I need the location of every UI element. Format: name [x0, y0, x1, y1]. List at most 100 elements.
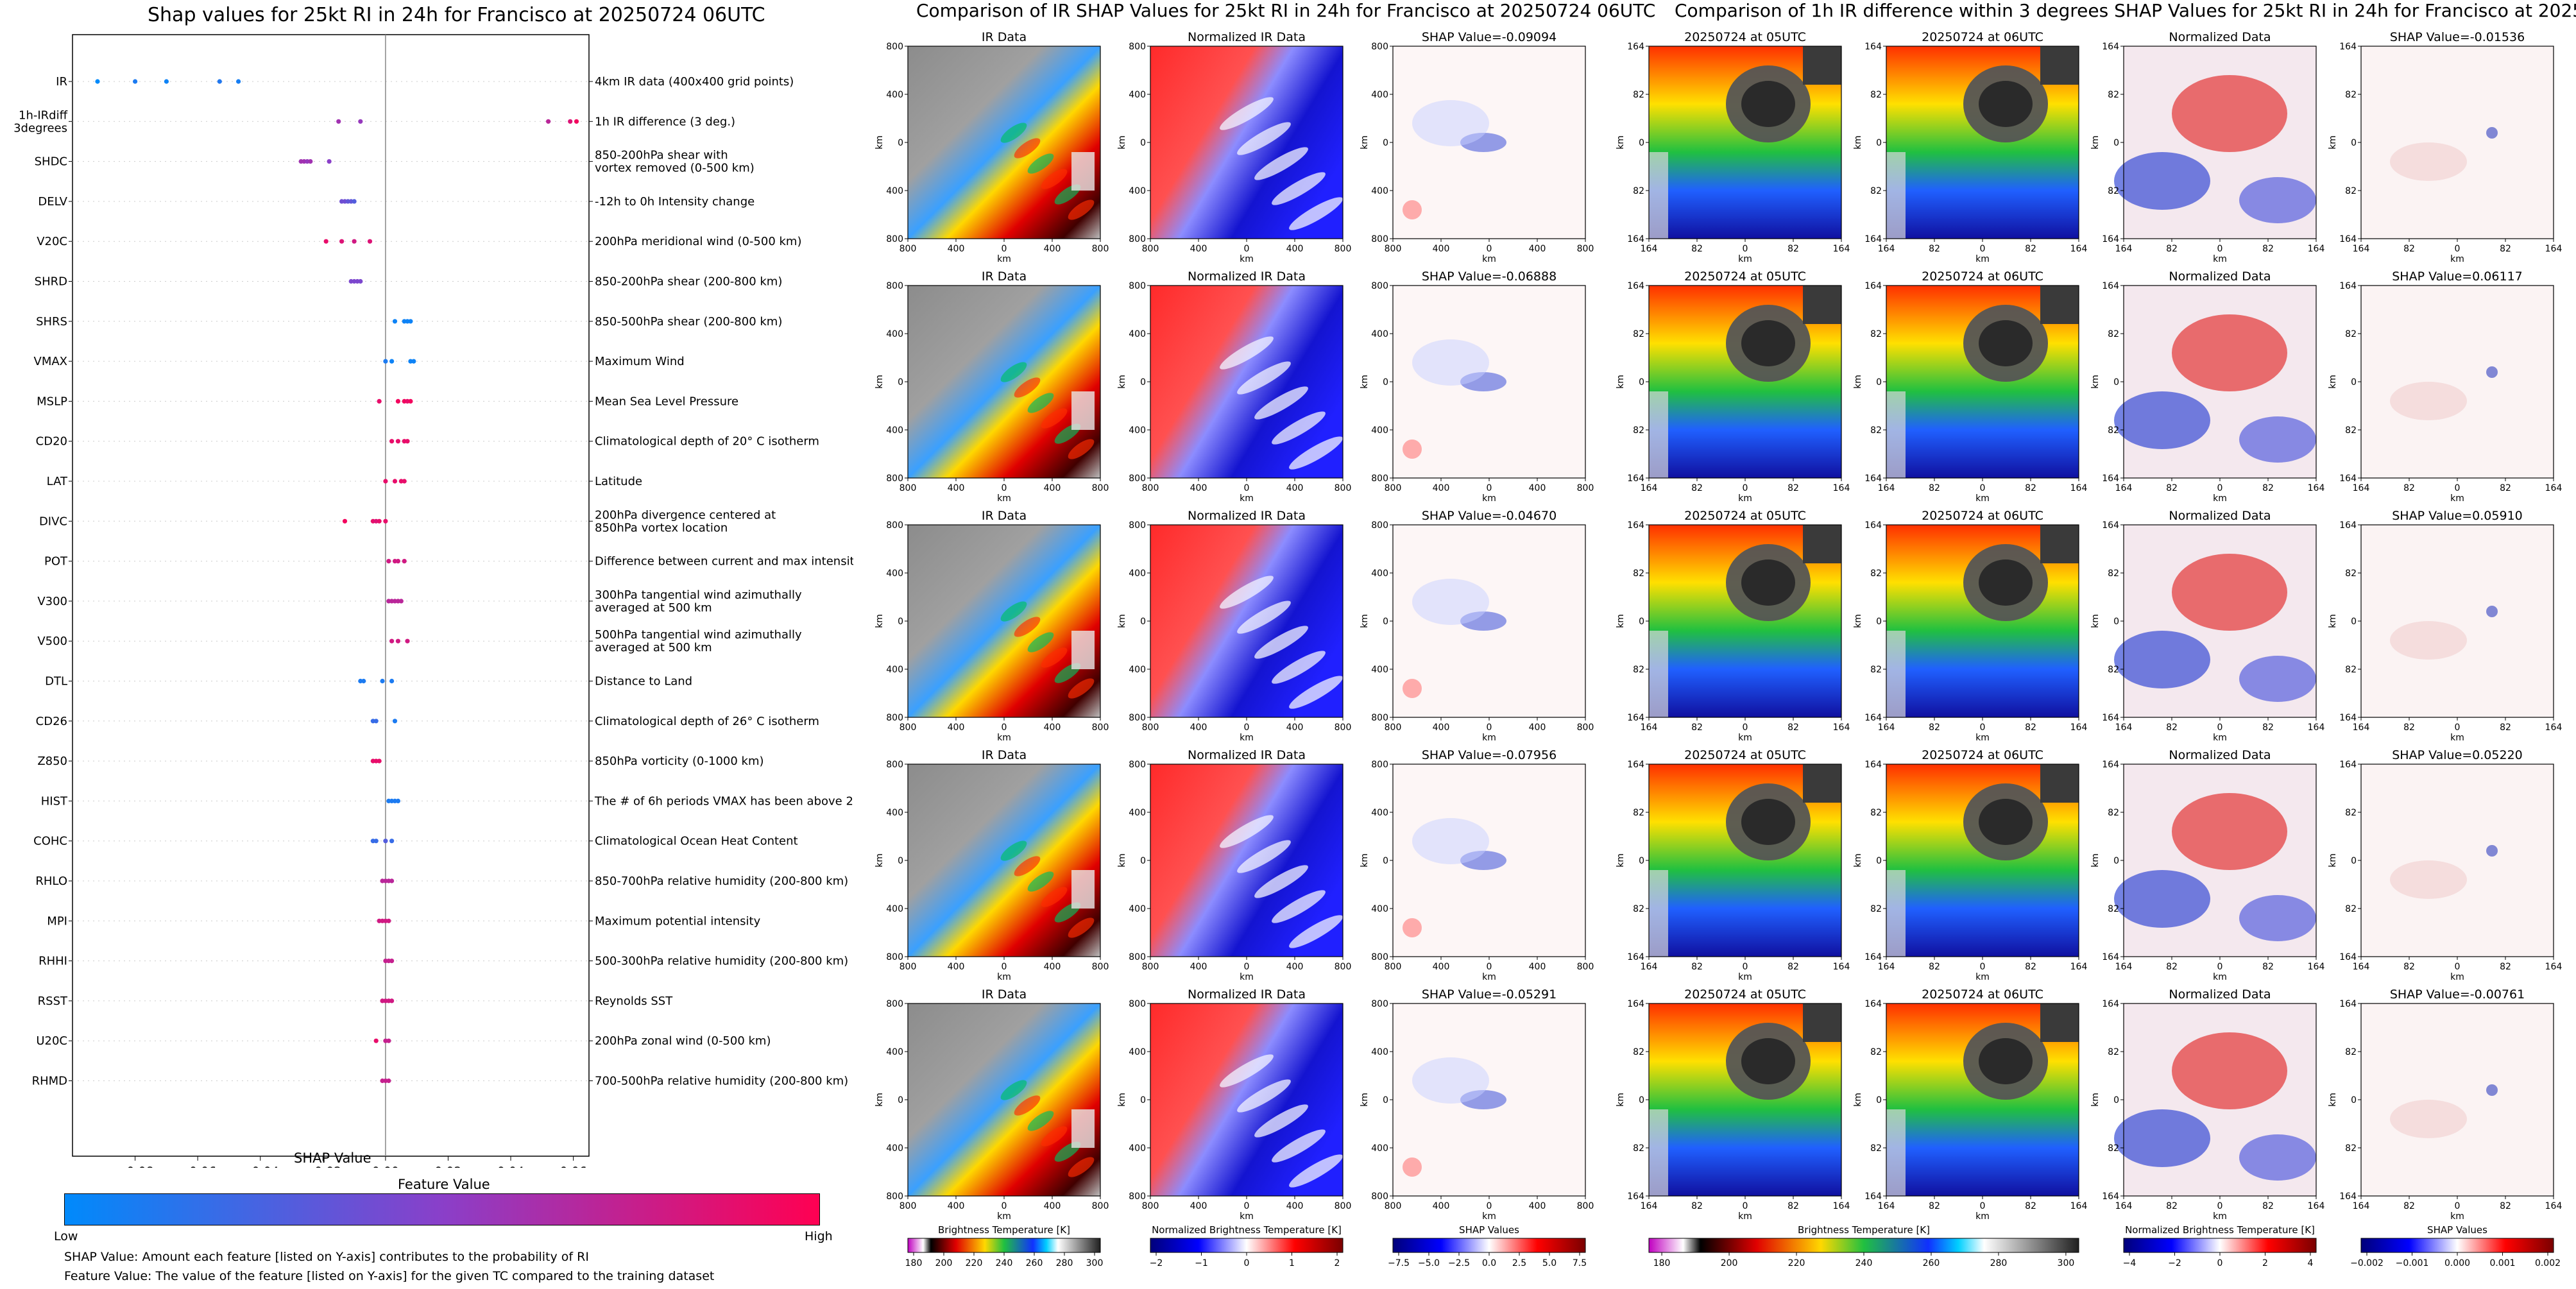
x-tick-label: 164: [1878, 244, 1895, 254]
feature-description: 200hPa zonal wind (0-500 km): [595, 1034, 771, 1048]
x-axis-label: km: [1240, 493, 1254, 504]
y-tick-label: 82: [1633, 186, 1644, 196]
x-tick-label: −0.08: [116, 1165, 153, 1168]
colorbar-title: Normalized Brightness Temperature [K]: [2125, 1224, 2315, 1236]
x-tick-label: 82: [1787, 722, 1799, 733]
y-tick-label: 82: [2108, 425, 2119, 436]
y-axis-label: km: [1360, 1093, 1370, 1107]
y-tick-label: 0: [2113, 1095, 2119, 1105]
x-tick-label: 82: [1691, 722, 1703, 733]
x-tick-label: 82: [2025, 1201, 2036, 1211]
x-axis-label: km: [1738, 1211, 1752, 1222]
shap-value-title: SHAP Value=-0.09094: [1422, 30, 1557, 44]
x-axis-label: km: [2450, 972, 2464, 982]
y-tick-label: 0: [1876, 1095, 1882, 1105]
y-tick-label: 800: [1371, 520, 1388, 531]
subplot-title: Normalized IR Data: [1188, 30, 1306, 44]
y-tick-label: 164: [2339, 999, 2357, 1009]
y-tick-label: 800: [1129, 520, 1146, 531]
x-tick-label: −0.06: [179, 1165, 216, 1168]
x-tick-label: 0: [1002, 244, 1007, 254]
colorbar-tick-label: 2.5: [1512, 1258, 1526, 1268]
y-axis-label: km: [1360, 375, 1370, 389]
x-tick-label: 400: [1044, 962, 1061, 972]
x-tick-label: 0: [1244, 244, 1250, 254]
colorbar-tick-label: 4: [2308, 1258, 2314, 1268]
y-tick-label: 400: [1129, 1143, 1146, 1154]
y-tick-label: 0: [1639, 377, 1644, 388]
y-tick-label: 0: [1876, 617, 1882, 627]
x-tick-label: 0: [1002, 962, 1007, 972]
shap-point: [395, 398, 401, 404]
x-tick-label: 0: [1002, 483, 1007, 493]
x-tick-label: 800: [1092, 483, 1109, 493]
x-axis-label: km: [2450, 254, 2464, 264]
x-tick-label: 164: [1641, 1201, 1658, 1211]
x-tick-label: 0: [2217, 244, 2223, 254]
y-tick-label: 400: [886, 808, 903, 818]
shap-value-title: SHAP Value=0.06117: [2392, 269, 2523, 284]
feature-description: 850-200hPa shear (200-800 km): [595, 275, 782, 289]
x-axis-label: km: [1240, 1211, 1254, 1222]
colorbar-tick-label: 280: [1990, 1258, 2008, 1268]
y-tick-label: 82: [1633, 1143, 1644, 1154]
x-tick-label: 400: [1190, 722, 1207, 733]
x-tick-label: 0: [1980, 244, 1986, 254]
feature-description: The # of 6h periods VMAX has been above …: [594, 794, 853, 808]
x-tick-label: 164: [1878, 1201, 1895, 1211]
x-axis-label: km: [1482, 254, 1496, 264]
x-tick-label: 0: [1743, 722, 1748, 733]
feature-label: COHC: [33, 835, 67, 848]
y-tick-label: 82: [1633, 329, 1644, 339]
y-tick-label: 400: [1371, 425, 1388, 436]
y-tick-label: 164: [1627, 952, 1644, 962]
shap-point: [389, 359, 395, 364]
diff-shap-map-image: [2361, 286, 2554, 478]
x-tick-label: 164: [1833, 722, 1850, 733]
x-tick-label: 82: [2403, 722, 2415, 733]
shap-point: [405, 439, 410, 444]
y-tick-label: 0: [1639, 617, 1644, 627]
y-tick-label: 0: [898, 377, 903, 388]
x-axis-label: km: [997, 972, 1011, 982]
subplot-title: 20250724 at 05UTC: [1684, 748, 1806, 762]
x-tick-label: 0: [1487, 483, 1492, 493]
x-tick-label: 0: [1002, 722, 1007, 733]
x-axis-label: km: [1975, 1211, 1990, 1222]
y-tick-label: 400: [1129, 186, 1146, 196]
colorbar-tick-label: −1: [1195, 1258, 1208, 1268]
shap-point: [377, 758, 382, 764]
colorbar-tick-label: 280: [1056, 1258, 1073, 1268]
x-tick-label: 400: [1286, 1201, 1304, 1211]
feature-label: SHDC: [35, 155, 67, 169]
x-tick-label: 0: [1002, 1201, 1007, 1211]
y-tick-label: 0: [1140, 856, 1146, 866]
shap-point: [389, 638, 395, 644]
y-tick-label: 164: [1864, 234, 1882, 244]
feature-label: MPI: [47, 914, 67, 928]
x-tick-label: 400: [948, 244, 965, 254]
colorbar-tick-label: −2: [1150, 1258, 1163, 1268]
y-axis-label: km: [2090, 853, 2101, 867]
y-tick-label: 164: [1627, 1191, 1644, 1202]
subplot-title: IR Data: [982, 30, 1027, 44]
y-tick-label: 164: [1627, 474, 1644, 484]
shap-point: [373, 839, 379, 844]
feature-label: RHLO: [35, 875, 67, 888]
x-tick-label: 164: [2308, 962, 2325, 972]
y-tick-label: 164: [2339, 952, 2357, 962]
beeswarm-chart: IR 1h-IRdiff 3degrees SHDC DELV V20C SHRD SHRS V…: [13, 34, 853, 1168]
x-tick-label: 164: [1833, 244, 1850, 254]
feature-description: Difference between current and max inten…: [595, 555, 853, 568]
y-tick-label: 82: [1870, 90, 1882, 100]
x-axis-label: km: [2213, 733, 2227, 743]
x-tick-label: 800: [1335, 483, 1352, 493]
shap-point: [377, 398, 382, 404]
x-tick-label: 400: [948, 722, 965, 733]
x-tick-label: 82: [2262, 962, 2274, 972]
x-tick-label: 800: [1335, 1201, 1352, 1211]
feature-description: Maximum potential intensity: [595, 914, 761, 928]
x-tick-label: 800: [1577, 722, 1594, 733]
feature-description: Distance to Land: [595, 675, 692, 688]
ir-panel-title: Comparison of IR SHAP Values for 25kt RI…: [916, 0, 1656, 21]
